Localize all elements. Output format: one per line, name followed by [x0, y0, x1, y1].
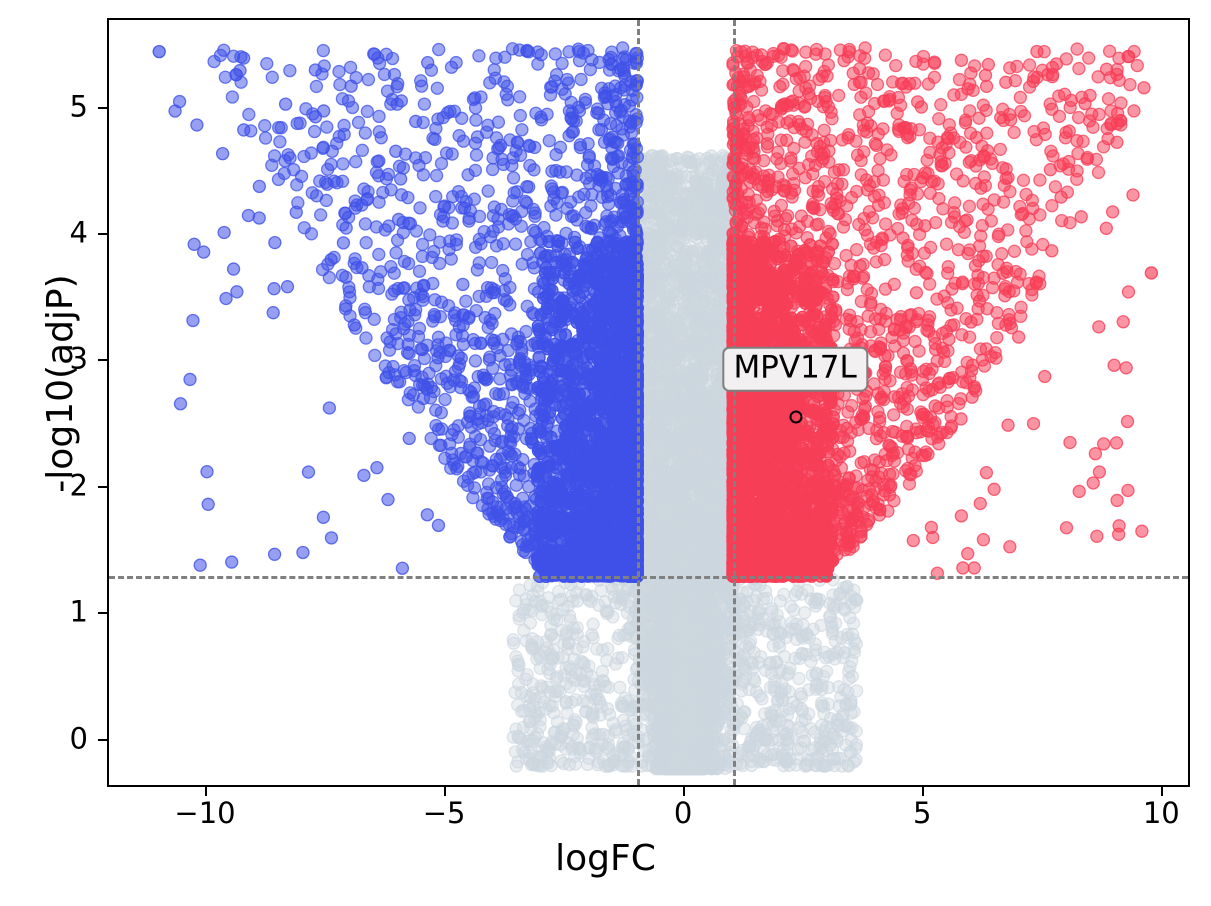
y-tick-mark	[98, 359, 107, 362]
x-tick-mark	[922, 787, 925, 796]
scatter-points-layer	[109, 20, 1188, 785]
y-axis-label: -log10(adjP)	[40, 274, 81, 493]
annotation-marker	[789, 410, 803, 424]
x-tick-label: 10	[1142, 796, 1180, 830]
y-tick-mark	[98, 233, 107, 236]
y-tick-label: 0	[69, 721, 88, 756]
y-tick-label: 3	[69, 341, 88, 376]
y-tick-label: 4	[69, 215, 88, 250]
y-tick-mark	[98, 106, 107, 109]
x-tick-mark	[444, 787, 447, 796]
y-tick-mark	[98, 738, 107, 741]
y-tick-mark	[98, 612, 107, 615]
gene-annotation-label: MPV17L	[722, 346, 868, 392]
y-tick-label: 1	[69, 594, 88, 629]
y-tick-label: 2	[69, 468, 88, 503]
x-axis-label: logFC	[555, 838, 656, 879]
x-tick-label: 0	[673, 796, 693, 830]
x-tick-mark	[1161, 787, 1164, 796]
x-tick-label: −5	[422, 796, 466, 830]
y-tick-mark	[98, 485, 107, 488]
x-tick-mark	[205, 787, 208, 796]
x-tick-label: 5	[913, 796, 932, 830]
x-tick-label: −10	[174, 796, 236, 830]
x-tick-mark	[683, 787, 686, 796]
y-tick-label: 5	[69, 89, 88, 124]
plot-area: MPV17L	[107, 18, 1190, 787]
